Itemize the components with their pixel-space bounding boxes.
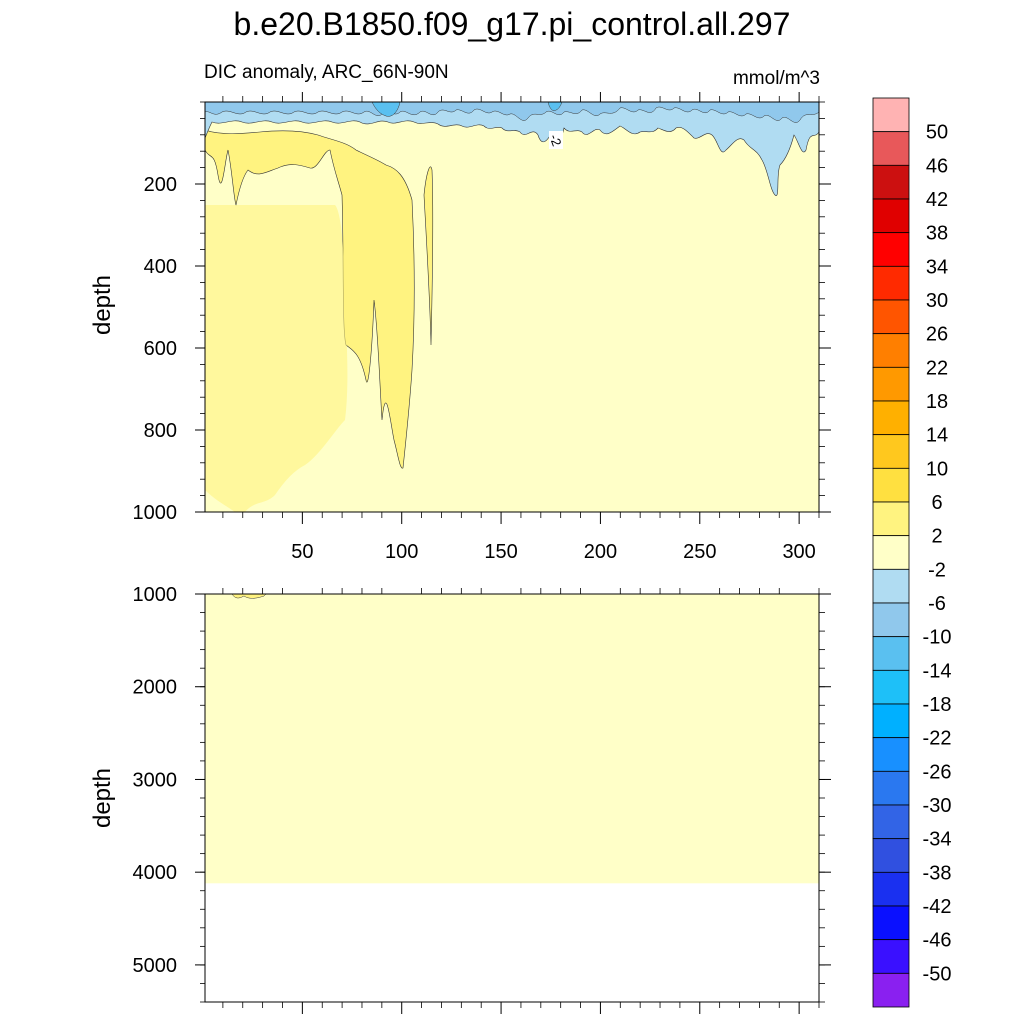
upper-negative-core-patches [371, 102, 563, 117]
colorbar-swatch [872, 232, 910, 267]
colorbar-swatch [872, 97, 910, 133]
colorbar-label: 30 [926, 290, 948, 312]
colorbar-label: 50 [926, 122, 948, 144]
colorbar-label: 42 [926, 189, 948, 211]
y-tick-label: 3000 [133, 769, 178, 791]
colorbar-swatch [872, 400, 910, 436]
colorbar-swatch [872, 669, 910, 705]
colorbar-swatch [872, 838, 910, 873]
colorbar-label: 10 [926, 458, 948, 480]
colorbar-label: -18 [923, 694, 952, 716]
colorbar-label: -22 [923, 728, 952, 750]
y-axis-label: depth [89, 275, 116, 335]
colorbar-swatch [872, 871, 910, 907]
colorbar-label: 18 [926, 391, 948, 413]
colorbar-label: -38 [923, 862, 952, 884]
colorbar-swatch [872, 568, 910, 604]
contour-label-box [549, 131, 563, 149]
left-subtitle: DIC anomaly, ARC_66N-90N [204, 62, 449, 83]
contour-label: -2 [547, 131, 565, 149]
x-tick-label: 250 [683, 541, 716, 563]
x-tick-label: 300 [782, 541, 815, 563]
colorbar-swatch [872, 366, 910, 402]
colorbar-label: -46 [923, 930, 952, 952]
y-tick-label: 800 [144, 420, 177, 442]
colorbar-swatch [872, 636, 910, 671]
colorbar: 50 46 42 38 34 30 26 22 18 14 10 6 2 -2 -6 -10 -14 -18 -22… [872, 97, 952, 1008]
upper-negative-deeper-band [205, 102, 819, 123]
colorbar-label: 26 [926, 324, 948, 346]
colorbar-swatch [872, 737, 910, 772]
y-tick-label: 400 [144, 256, 177, 278]
upper-plot-frame [204, 101, 820, 513]
chart-title: b.e20.B1850.f09_g17.pi_control.all.297 [233, 6, 791, 42]
colorbar-label: 22 [926, 357, 948, 379]
colorbar-label: 46 [926, 155, 948, 177]
colorbar-swatch [872, 333, 910, 368]
colorbar-label: 6 [931, 492, 942, 514]
axes-layer: 200 400 600 800 1000 depth 50 100 150 200 250 300 10… [89, 92, 831, 1014]
x-tick-label: 100 [385, 541, 418, 563]
contour-label-text: -2 [547, 132, 565, 148]
colorbar-label: 14 [926, 425, 948, 447]
y-tick-label: 1000 [133, 502, 178, 524]
colorbar-label: -50 [923, 963, 952, 985]
colorbar-swatch [872, 299, 910, 335]
colorbar-swatch [872, 939, 910, 974]
x-tick-label: 200 [584, 541, 617, 563]
colorbar-label: -30 [923, 795, 952, 817]
colorbar-swatch [872, 501, 910, 537]
colorbar-label: -6 [928, 593, 946, 615]
upper-negative-surface-layer [205, 102, 819, 196]
colorbar-swatch [872, 804, 910, 840]
colorbar-swatch [872, 602, 910, 638]
colorbar-label: 2 [931, 526, 942, 548]
colorbar-swatch [872, 198, 910, 234]
colorbar-label: 38 [926, 223, 948, 245]
upper-positive-region-left [205, 129, 434, 512]
colorbar-label: -42 [923, 896, 952, 918]
y-tick-label: 2000 [133, 677, 178, 699]
colorbar-swatch [872, 467, 910, 503]
colorbar-label: 34 [926, 256, 948, 278]
y-tick-label: 600 [144, 338, 177, 360]
colorbar-label: -26 [923, 761, 952, 783]
colorbar-swatch [872, 972, 910, 1008]
lower-small-positive-patch [231, 594, 267, 599]
y-tick-label: 4000 [133, 862, 178, 884]
colorbar-swatch [872, 703, 910, 739]
y-tick-label: 5000 [133, 955, 178, 977]
units-subtitle: mmol/m^3 [732, 68, 820, 89]
colorbar-swatch [872, 535, 910, 570]
y-axis-label: depth [89, 768, 116, 828]
y-tick-label: 200 [144, 174, 177, 196]
colorbar-swatch [872, 434, 910, 469]
lower-panel-contours [205, 594, 819, 884]
colorbar-swatch [872, 265, 910, 301]
colorbar-label: -34 [923, 829, 952, 851]
colorbar-label: -14 [923, 660, 952, 682]
upper-panel-contours [205, 102, 819, 512]
colorbar-swatch [872, 905, 910, 941]
colorbar-label: -2 [928, 559, 946, 581]
x-tick-label: 150 [484, 541, 517, 563]
colorbar-swatch [872, 164, 910, 200]
colorbar-swatch [872, 131, 910, 166]
y-tick-label: 1000 [133, 584, 178, 606]
upper-lighter-inner-band [205, 205, 348, 512]
x-tick-label: 50 [291, 541, 313, 563]
lower-data-fill [205, 594, 819, 884]
colorbar-swatch [872, 770, 910, 806]
colorbar-label: -10 [923, 627, 952, 649]
